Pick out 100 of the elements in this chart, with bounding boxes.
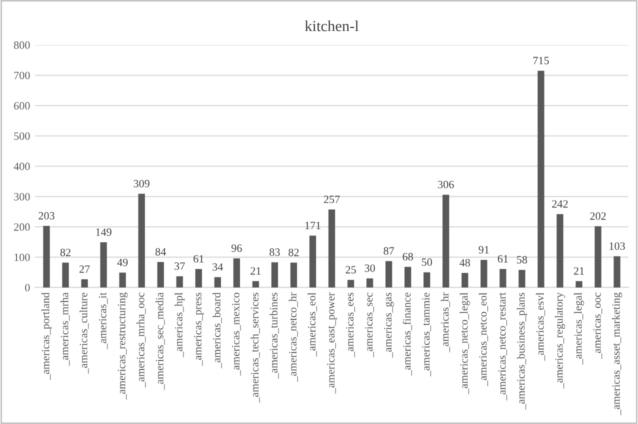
data-label: 171 — [305, 222, 320, 230]
x-tick-label: _americas_tech_services — [250, 292, 260, 403]
bar — [119, 272, 126, 288]
x-tick-label: _americas_business_plans — [516, 292, 527, 410]
x-tick-label: _americas_finance — [402, 292, 412, 376]
data-label: 149 — [96, 228, 112, 236]
chart-title: kitchen-l — [304, 20, 359, 32]
bar — [100, 242, 107, 288]
x-tick-label: _americas_press — [194, 292, 204, 366]
bar — [81, 279, 88, 288]
bar — [385, 261, 392, 288]
data-label: 49 — [117, 258, 128, 266]
x-tick-label: _americas_mexico — [232, 292, 241, 376]
data-label: 50 — [422, 258, 432, 266]
data-label: 21 — [250, 267, 261, 275]
data-label: 87 — [384, 247, 394, 255]
x-tick-label: _americas_sec — [365, 292, 374, 358]
data-label: 27 — [79, 265, 90, 273]
data-label: 58 — [517, 256, 528, 264]
x-tick-label: _americas_east_power — [327, 292, 337, 394]
bar — [518, 270, 526, 288]
x-tick-label: _americas_netco_legal — [460, 292, 470, 394]
bar — [214, 277, 221, 288]
data-label: 61 — [194, 255, 204, 263]
data-label: 30 — [364, 264, 375, 272]
bar — [480, 260, 488, 288]
bar — [233, 258, 240, 288]
x-tick-label: _americas_regulatory — [554, 292, 566, 389]
bar — [290, 262, 298, 288]
y-tick-label: 600 — [14, 102, 30, 110]
bar — [138, 194, 145, 288]
data-label: 91 — [478, 246, 489, 254]
data-label: 25 — [346, 266, 356, 274]
y-tick-label: 0 — [25, 284, 30, 292]
bar — [366, 278, 374, 288]
bar — [328, 210, 336, 288]
x-tick-label: _americas_eol — [308, 292, 317, 357]
x-tick-label: _americas_restructuring — [118, 292, 128, 400]
data-label: 257 — [324, 196, 340, 204]
y-tick-label: 200 — [14, 223, 30, 231]
data-label: 309 — [134, 180, 150, 188]
x-tick-label: _americas_legal — [574, 292, 584, 365]
bar — [576, 281, 582, 288]
data-label: 84 — [155, 248, 166, 256]
x-tick-label: _americas_esvl — [536, 292, 546, 361]
bar — [614, 256, 620, 288]
bar — [43, 226, 50, 288]
bar — [195, 268, 202, 288]
data-label: 82 — [288, 248, 299, 256]
bar — [347, 280, 354, 288]
bar — [271, 262, 278, 288]
x-tick-label: _americas_mrha — [60, 292, 70, 366]
x-tick-label: _americas_sec_media — [156, 292, 165, 390]
x-tick-label: _americas_netco_restart — [498, 292, 508, 400]
x-tick-label: _americas_hr — [440, 292, 450, 352]
data-label: 82 — [60, 248, 70, 256]
data-label: 83 — [270, 248, 280, 256]
y-tick-label: 100 — [14, 254, 30, 262]
bar — [176, 276, 183, 288]
x-tick-label: _americas_hpl — [174, 292, 185, 358]
x-tick-label: _americas_asset_marketing — [612, 292, 622, 416]
bar — [442, 194, 450, 288]
bar — [62, 262, 69, 288]
x-tick-label: _americas_board — [212, 292, 222, 368]
bar — [157, 262, 164, 288]
bar — [556, 214, 564, 288]
data-label: 61 — [498, 255, 508, 263]
bar — [462, 272, 468, 288]
data-label: 242 — [552, 200, 568, 208]
x-tick-label: _americas_turbines — [270, 292, 279, 379]
data-label: 202 — [590, 212, 606, 220]
data-label: 48 — [460, 259, 470, 266]
x-tick-label: _americas_netco_hr — [288, 292, 298, 382]
y-tick-label: 400 — [14, 162, 30, 170]
data-label: 37 — [174, 262, 185, 270]
x-tick-label: _americas_portland — [41, 292, 52, 380]
x-tick-label: _americas_tammie — [422, 292, 431, 376]
bar — [500, 268, 506, 288]
data-label: 306 — [438, 180, 454, 188]
y-tick-label: 700 — [14, 72, 30, 80]
x-tick-label: _americas_netco_eol — [478, 292, 488, 386]
data-label: 68 — [402, 252, 413, 260]
data-label: 203 — [38, 212, 54, 220]
data-label: 715 — [533, 56, 549, 64]
x-tick-label: _americas_ooc — [593, 292, 602, 360]
bar — [252, 281, 260, 288]
bar — [309, 236, 316, 288]
x-tick-label: _americas_ees — [346, 292, 355, 358]
data-label: 103 — [610, 242, 625, 250]
data-label: 96 — [231, 244, 242, 252]
bar — [538, 70, 544, 288]
y-tick-label: 800 — [14, 41, 30, 49]
bar — [424, 272, 430, 288]
x-tick-label: _americas_it — [98, 292, 108, 350]
data-label: 21 — [574, 267, 584, 275]
x-tick-label: _americas_culture — [79, 292, 89, 374]
x-tick-label: _americas_gas — [384, 292, 394, 358]
bar — [404, 266, 412, 288]
data-label: 34 — [212, 263, 224, 271]
bar — [594, 226, 602, 288]
